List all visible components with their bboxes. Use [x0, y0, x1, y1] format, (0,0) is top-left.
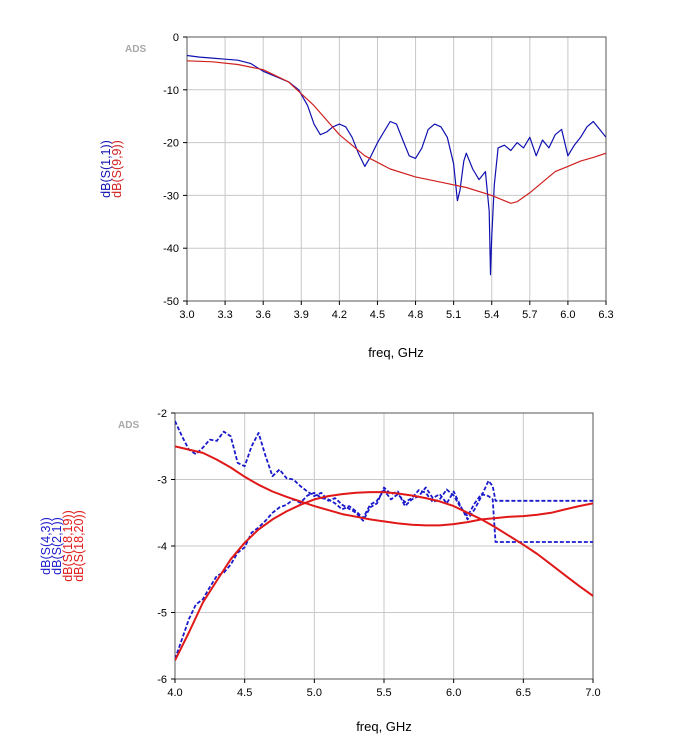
chart-1-x-tick-label: 3.6: [256, 309, 271, 321]
chart-1: ADS freq, GHz 3.0 3.3 3.6 3.9 4.2 4.5 4.8 5.1 5.…: [99, 32, 614, 360]
chart-2: ADS freq, GHz 4.0 4.5 5.0 5.5 6.0 6.5 7.0 -2 -3 -…: [39, 408, 601, 734]
chart-1-x-tick-label: 3.0: [179, 309, 194, 321]
chart-1-x-tick-label: 4.8: [408, 309, 423, 321]
series-line-db-s-1-1: [187, 54, 606, 276]
chart-2-x-tick-label: 6.0: [446, 687, 461, 699]
chart-2-x-tick-label: 4.5: [237, 687, 252, 699]
chart-1-plot-frame: [186, 36, 607, 302]
series-line-db-s-18-19: [175, 491, 593, 661]
series-line-db-s-2-1: [175, 420, 593, 522]
chart-2-x-tick-label: 4.0: [167, 687, 182, 699]
chart-2-y-tick-label: -2: [157, 408, 167, 420]
y-axis-series-label: dB(S(9,9)): [110, 140, 124, 198]
chart-1-x-tick-label: 5.7: [522, 309, 537, 321]
chart-2-x-tick-label: 5.0: [307, 687, 322, 699]
chart-1-watermark: ADS: [125, 44, 146, 55]
chart-1-y-tick-label: -10: [163, 85, 179, 97]
y-axis-series-label: dB(S(4,3)): [39, 517, 53, 575]
chart-2-x-tick-label: 6.5: [516, 687, 531, 699]
chart-1-y-tick-label: 0: [173, 32, 179, 44]
chart-1-x-tick-label: 4.5: [370, 309, 385, 321]
chart-1-x-tick-label: 3.9: [294, 309, 309, 321]
series-line-db-s-9-9: [187, 60, 606, 204]
chart-2-y-tick-label: -4: [157, 541, 167, 553]
chart-2-x-tick-label: 5.5: [376, 687, 391, 699]
chart-2-y-tick-label: -5: [157, 608, 167, 620]
chart-2-y-tick-label: -6: [157, 674, 167, 686]
chart-1-y-tick-label: -50: [163, 296, 179, 308]
chart-1-x-tick-label: 3.3: [217, 309, 232, 321]
y-axis-series-label: dB(S(1,1)): [99, 140, 113, 198]
y-axis-series-label: dB(S(18,20)): [72, 510, 86, 582]
chart-1-x-tick-label: 5.4: [484, 309, 499, 321]
chart-1-y-tick-label: -40: [163, 243, 179, 255]
chart-2-y-tick-label: -3: [157, 475, 167, 487]
chart-1-x-tick-label: 5.1: [446, 309, 461, 321]
chart-2-watermark: ADS: [118, 420, 139, 431]
chart-2-x-axis-label: freq, GHz: [356, 719, 412, 734]
y-axis-series-label: dB(S(18,19)): [61, 510, 75, 582]
chart-1-y-tick-label: -20: [163, 138, 179, 150]
chart-1-x-tick-label: 6.0: [560, 309, 575, 321]
chart-1-x-tick-label: 6.3: [598, 309, 613, 321]
series-line-db-s-18-20: [175, 445, 593, 527]
chart-2-x-tick-label: 7.0: [585, 687, 600, 699]
chart-1-y-tick-label: -30: [163, 190, 179, 202]
chart-1-x-tick-label: 4.2: [332, 309, 347, 321]
chart-1-x-axis-label: freq, GHz: [368, 345, 424, 360]
y-axis-series-label: dB(S(2,1)): [50, 517, 64, 575]
